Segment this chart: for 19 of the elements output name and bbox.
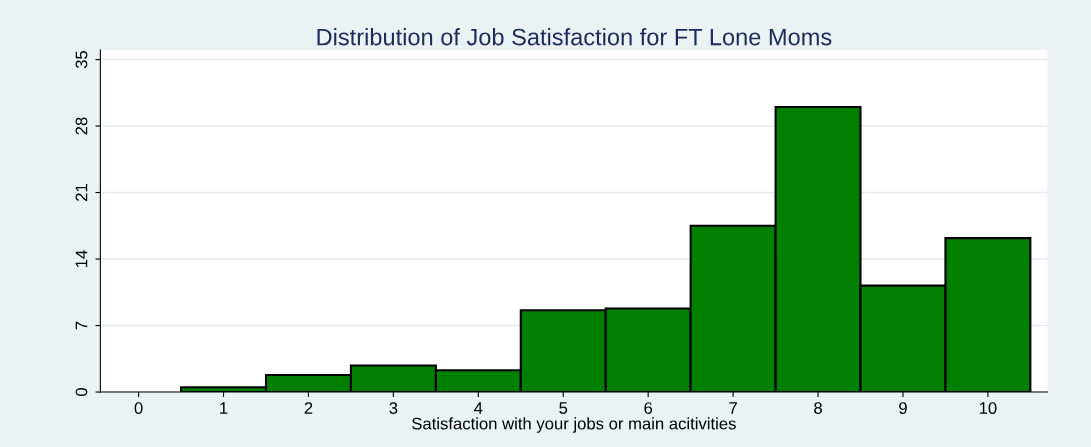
y-tick-label: 35: [75, 50, 88, 69]
y-tick-label: 28: [75, 117, 88, 135]
x-tick-label: 10: [979, 402, 997, 414]
x-tick-label: 6: [644, 402, 653, 414]
x-tick-label: 3: [389, 402, 398, 414]
y-tick-label: 7: [75, 321, 88, 330]
y-tick-label: 0: [75, 388, 88, 396]
x-tick-label: 4: [474, 402, 483, 414]
y-tick-label: 14: [75, 250, 88, 268]
x-tick-label: 5: [559, 402, 568, 414]
y-tick-label: 21: [75, 184, 88, 201]
x-tick-label: 0: [134, 402, 143, 414]
x-tick-label: 7: [729, 402, 737, 414]
x-axis-title: Satisfaction with your jobs or main acitivities: [412, 417, 736, 433]
x-tick-label: 1: [220, 402, 228, 414]
x-tick-label: 8: [814, 402, 822, 414]
chart-title: Distribution of Job Satisfaction for FT Lone Moms: [317, 28, 832, 46]
x-tick-label: 2: [304, 402, 313, 414]
x-tick-label: 9: [899, 402, 907, 414]
